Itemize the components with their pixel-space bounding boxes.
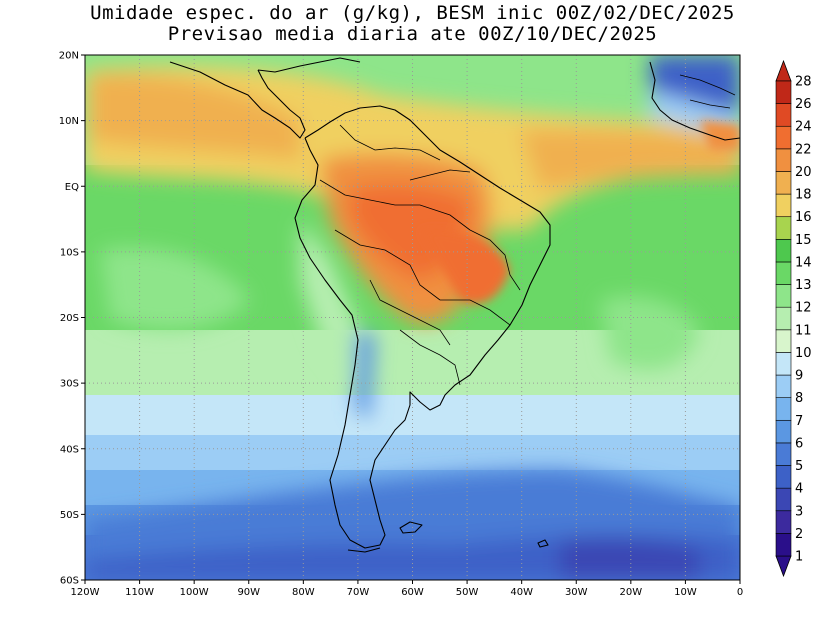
lat-tick-label: 60S [60,576,79,587]
colorbar-segment [775,80,792,104]
lon-tick-label: 60W [401,587,424,598]
colorbar-segment [775,442,792,466]
colorbar-segment [775,125,792,150]
colorbar-segment [775,284,792,308]
lat-tick-label: 10S [60,247,79,258]
colorbar-label: 15 [795,233,812,248]
colorbar-segment [775,148,792,172]
colorbar-label: 18 [795,188,812,203]
lat-tick-label: 10N [59,116,79,127]
colorbar-segment [775,239,792,263]
colorbar-segment [775,306,792,331]
colorbar-label: 16 [795,210,812,225]
lon-tick-label: 120W [71,587,100,598]
colorbar-segment [775,193,792,218]
lat-tick-label: 20S [60,313,79,324]
colorbar-label: 10 [795,346,812,361]
longitude-axis: 120W 110W 100W 90W 80W 70W 60W 50W 40W 30W 20W 10W 0 [71,580,743,598]
colorbar-segment [775,216,792,240]
lon-tick-label: 20W [620,587,643,598]
colorbar-label: 26 [795,97,812,112]
lon-tick-label: 0 [737,587,743,598]
colorbar-label: 14 [795,255,812,270]
lon-tick-label: 100W [180,587,209,598]
country-borders [319,74,736,386]
colorbar-label: 7 [795,414,803,429]
lon-tick-label: 30W [565,587,588,598]
latitude-axis: 20N 10N EQ 10S 20S 30S 40S 50S 60S [59,51,85,587]
colorbar-label: 28 [795,75,812,90]
colorbar-segment [775,103,792,127]
colorbar-label: 8 [795,391,803,406]
colorbar-label: 5 [795,459,803,474]
colorbar-segment [775,261,792,285]
lat-tick-label: 40S [60,444,79,455]
lon-tick-label: 80W [292,587,315,598]
lon-tick-label: 70W [347,587,370,598]
lon-tick-label: 90W [237,587,260,598]
lon-tick-label: 110W [125,587,154,598]
colorbar-segment [775,329,792,353]
colorbar-max-arrow [775,59,792,82]
lat-tick-label: 30S [60,379,79,390]
lon-tick-label: 40W [510,587,533,598]
colorbar-label: 3 [795,504,803,519]
colorbar-label: 6 [795,436,803,451]
colorbar-label: 4 [795,482,803,497]
colorbar-min-arrow [775,555,792,578]
colorbar-label: 12 [795,301,812,316]
map-title-line-1: Umidade espec. do ar (g/kg), BESM inic 0… [90,2,735,24]
lat-tick-label: 20N [59,51,79,62]
colorbar-label: 2 [795,527,803,542]
colorbar-segment [775,465,792,489]
lat-tick-label: EQ [65,182,79,193]
colorbar-label: 1 [795,550,803,565]
colorbar-label: 22 [795,142,812,157]
colorbar-segment [775,510,792,534]
colorbar-segment [775,374,792,398]
colorbar-segment [775,171,792,195]
colorbar-label: 20 [795,165,812,180]
lon-tick-label: 50W [456,587,479,598]
colorbar-segment [775,419,792,444]
colorbar-label: 24 [795,120,812,135]
coastlines [169,57,741,553]
colorbar-label: 9 [795,369,803,384]
colorbar-segment [775,487,792,512]
colorbar-segment [775,397,792,421]
colorbar-label: 13 [795,278,812,293]
colorbar-label: 11 [795,323,812,338]
map-title-line-2: Previsao media diaria ate 00Z/10/DEC/202… [167,23,658,45]
colorbar-segment [775,533,792,557]
colorbar-segment [775,352,792,376]
lon-tick-label: 10W [674,587,697,598]
lat-tick-label: 50S [60,510,79,521]
